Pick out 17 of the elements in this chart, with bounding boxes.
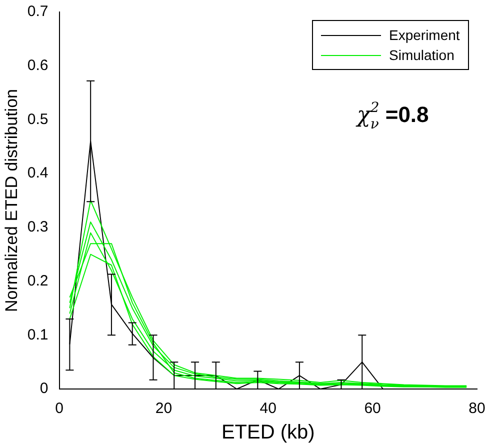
x-tick-label: 80 xyxy=(468,400,486,418)
y-axis-title: Normalized ETED distribution xyxy=(2,89,21,312)
y-tick-label: 0.6 xyxy=(27,57,48,74)
x-axis-title: ETED (kb) xyxy=(221,422,315,444)
legend-label: Simulation xyxy=(389,47,454,63)
y-tick-label: 0.2 xyxy=(27,272,48,290)
x-tick-label: 20 xyxy=(155,400,172,418)
x-tick-label: 60 xyxy=(364,400,381,418)
x-tick-label: 40 xyxy=(260,400,276,418)
y-tick-label: 0 xyxy=(40,380,48,398)
legend-label: Experiment xyxy=(389,27,460,43)
y-tick-label: 0.3 xyxy=(27,218,48,236)
y-tick-label: 0.7 xyxy=(27,3,48,20)
y-tick-label: 0.4 xyxy=(27,164,48,182)
x-tick-label: 0 xyxy=(55,400,64,418)
y-tick-label: 0.1 xyxy=(27,326,48,344)
y-tick-label: 0.5 xyxy=(27,110,48,128)
